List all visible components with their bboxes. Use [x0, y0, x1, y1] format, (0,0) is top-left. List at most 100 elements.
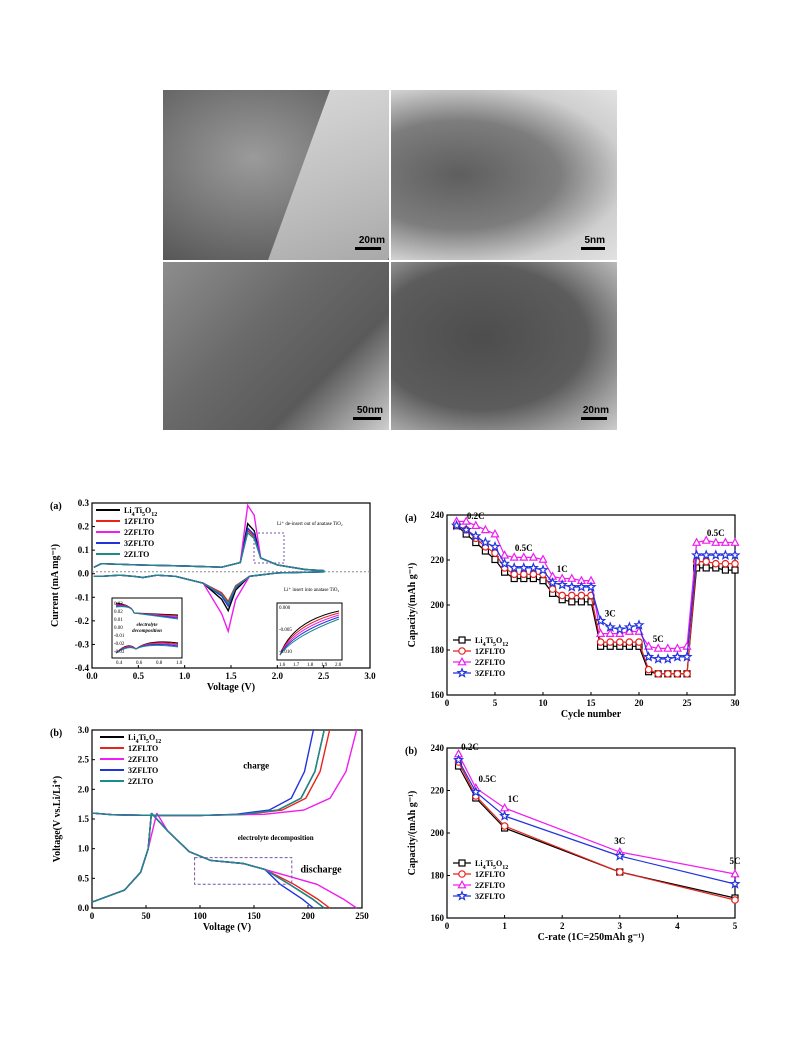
x-tick-label: 200 — [301, 911, 315, 921]
inset-tick-label: -0.02 — [114, 642, 125, 647]
legend-label: 3ZFLTO — [124, 539, 154, 548]
x-tick-label: 30 — [731, 698, 741, 708]
x-tick-label: 20 — [635, 698, 645, 708]
data-point — [596, 638, 605, 646]
annotation-electrolyte: electrolyte decomposition — [238, 834, 314, 842]
data-point — [614, 623, 626, 635]
charge-curve — [91, 729, 315, 817]
data-point — [691, 537, 702, 546]
data-point — [585, 581, 597, 592]
series-line — [457, 761, 736, 901]
y-tick-label: 1.5 — [78, 814, 90, 824]
data-point — [616, 638, 624, 646]
y-tick-label: 1.0 — [78, 844, 90, 854]
zoom-box — [194, 857, 293, 885]
data-point — [566, 581, 578, 592]
y-axis-label: Voltage(V vs.Li/Li⁺) — [52, 776, 63, 862]
data-point — [489, 541, 501, 552]
y-tick-label: -0.4 — [75, 663, 90, 673]
inset-tick-label: 1.6 — [279, 663, 286, 668]
data-point — [471, 520, 481, 529]
x-tick-label: 2.0 — [272, 671, 284, 681]
data-point — [460, 523, 472, 535]
data-point — [568, 598, 576, 606]
data-point — [654, 670, 663, 678]
zoom-box — [253, 532, 285, 564]
data-point — [653, 643, 663, 652]
data-point — [662, 653, 674, 664]
rate-label: 3C — [614, 836, 625, 846]
y-tick-label: 0.0 — [78, 569, 90, 579]
data-point — [616, 868, 624, 876]
legend-label: 3ZFLTO — [475, 669, 505, 678]
legend-label: Li4Ti5O12 — [124, 506, 157, 518]
series-line — [457, 753, 736, 875]
annotation-charge: charge — [243, 761, 269, 771]
y-tick-label: 2.0 — [78, 784, 90, 794]
data-point — [673, 670, 682, 678]
initial-curve — [91, 812, 158, 903]
data-point — [538, 554, 548, 563]
scale-label: 20nm — [358, 235, 385, 246]
y-tick-label: 220 — [431, 786, 445, 796]
data-point — [518, 562, 530, 573]
y-axis-label: Capacity/(mAh g⁻¹) — [407, 563, 418, 648]
x-tick-label: 0 — [445, 921, 450, 931]
panel-label: (b) — [50, 728, 62, 739]
data-point — [623, 621, 636, 632]
data-point — [509, 552, 519, 561]
y-tick-label: 240 — [431, 510, 445, 520]
data-point — [450, 519, 463, 531]
inset-line — [115, 644, 179, 654]
charge-curve — [91, 729, 325, 817]
annotation-discharge: discharge — [300, 864, 342, 875]
data-point — [729, 878, 741, 889]
data-point — [456, 890, 468, 901]
y-tick-label: 200 — [431, 828, 445, 838]
discharge-curve — [150, 812, 325, 909]
data-point — [527, 562, 540, 573]
inset-tick-label: 0.000 — [279, 606, 291, 611]
data-point — [652, 653, 664, 664]
data-point — [701, 535, 711, 544]
y-tick-label: 200 — [431, 600, 445, 610]
legend-label: 1ZFLTO — [475, 870, 505, 879]
annotation-electrolyte: decomposition — [132, 629, 162, 634]
data-point — [479, 536, 492, 548]
data-point — [731, 566, 739, 574]
data-point — [546, 577, 559, 588]
data-point — [682, 641, 692, 650]
x-tick-label: 10 — [539, 698, 549, 708]
data-point — [710, 549, 722, 560]
y-tick-label: 0.0 — [78, 903, 90, 913]
legend-label: 1ZFLTO — [128, 744, 158, 753]
rate-label: 0.5C — [707, 528, 725, 538]
y-tick-label: 0.2 — [78, 522, 90, 532]
scale-label: 5nm — [584, 235, 605, 246]
data-point — [528, 552, 539, 561]
panel-label: (a) — [405, 513, 417, 524]
data-point — [470, 530, 482, 541]
x-tick-label: 1.0 — [179, 671, 191, 681]
x-tick-label: 0.5 — [133, 671, 145, 681]
tem-image-grid: 20nm 5nm 50nm 20nm — [163, 90, 617, 430]
annotation-electrolyte: electrolyte — [136, 623, 158, 628]
tem-image-3: 50nm — [163, 262, 389, 430]
legend-label: 2ZFLTO — [475, 658, 505, 667]
inset-tick-label: 0.4 — [116, 661, 123, 666]
y-tick-label: -0.1 — [75, 592, 90, 602]
x-tick-label: 25 — [683, 698, 693, 708]
data-point — [731, 559, 739, 568]
y-axis-label: Current (mA mg⁻¹) — [50, 544, 61, 627]
x-tick-label: 2 — [560, 921, 565, 931]
data-point — [490, 529, 500, 538]
data-point — [556, 579, 568, 590]
y-tick-label: 220 — [431, 555, 445, 565]
data-point — [452, 754, 465, 765]
data-point — [690, 549, 703, 560]
rate-capability-chart: 0 1 2 3 4 5 160 180 200 220 240 C-rate (1C=250mAh g… — [405, 742, 741, 943]
x-tick-label: 4 — [675, 921, 680, 931]
data-point — [470, 786, 482, 797]
y-tick-label: 2.5 — [78, 755, 90, 765]
data-point — [480, 524, 491, 534]
